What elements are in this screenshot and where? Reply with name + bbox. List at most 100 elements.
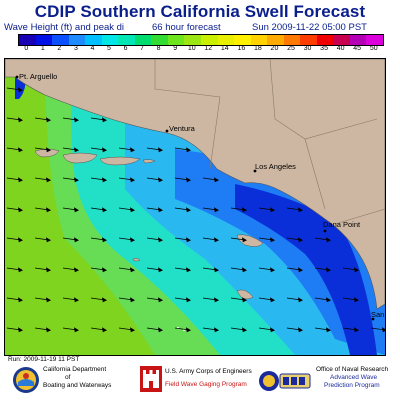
swell-arrow-head — [18, 267, 23, 273]
swell-arrow-head — [158, 207, 163, 213]
calif-dbw-seal-icon — [13, 367, 39, 393]
swell-arrow-head — [326, 267, 331, 273]
scale-swatch — [151, 35, 168, 45]
scale-swatch — [267, 35, 284, 45]
scale-label: 18 — [254, 45, 262, 52]
onr-awpp-emblem-icon — [259, 371, 311, 391]
swell-arrow-head — [102, 297, 107, 303]
catalina-island — [236, 234, 264, 247]
swell-arrow-head — [270, 297, 275, 303]
swell-arrow-head — [326, 327, 331, 333]
city-dot-san-diego — [371, 317, 375, 321]
swell-arrow-head — [18, 207, 23, 213]
scale-label: 8 — [156, 45, 161, 52]
city-dot-dana-point — [323, 229, 327, 233]
swell-arrow-head — [46, 147, 51, 153]
map-title: CDIP Southern California Swell Forecast — [34, 2, 366, 21]
scale-swatch — [217, 35, 235, 45]
forecast-hour-label: 66 hour forecast — [152, 22, 221, 33]
swell-arrow-head — [102, 207, 107, 213]
scale-label: 35 — [320, 45, 328, 52]
scale-swatch — [85, 35, 102, 45]
model-run-time: Run: 2009-11-19 11 PST — [8, 356, 80, 363]
swell-arrow-head — [186, 327, 191, 333]
county-boundary-south — [334, 208, 385, 225]
swell-arrow-head — [214, 237, 219, 243]
army-corps-line1: U.S. Army Corps of Engineers — [165, 368, 252, 375]
swell-arrow-head — [74, 117, 79, 123]
place-label-ventura: Ventura — [169, 124, 196, 133]
swell-arrow-head — [18, 297, 23, 303]
swell-arrow-head — [158, 297, 163, 303]
swell-arrow-head — [130, 177, 135, 183]
swell-arrow-head — [270, 207, 275, 213]
swell-arrow-head — [102, 147, 107, 153]
county-boundary-east — [304, 138, 326, 210]
scale-label: 50 — [369, 45, 378, 52]
swell-arrow-head — [186, 207, 191, 213]
swell-arrow-head — [46, 267, 51, 273]
santa-barbara-island — [132, 257, 141, 262]
swell-arrow-head — [298, 207, 303, 213]
scale-swatch — [349, 35, 367, 45]
swell-arrow-head — [298, 327, 303, 333]
onr-line2: Advanced Wave — [330, 374, 378, 381]
swell-arrow-head — [326, 297, 331, 303]
calif-dbw-logo-block: California Department of Boating and Wat… — [12, 364, 111, 398]
swell-arrow-head — [298, 297, 303, 303]
county-boundary-north — [269, 59, 378, 140]
swell-arrow-head — [298, 267, 303, 273]
scale-label: 14 — [220, 45, 229, 52]
scale-swatch — [52, 35, 69, 45]
swell-arrow-head — [74, 267, 79, 273]
scale-swatch — [184, 35, 202, 45]
scale-label: 5 — [107, 45, 111, 52]
swell-arrow-head — [214, 267, 219, 273]
swell-arrow-head — [130, 327, 135, 333]
swell-arrow-head — [242, 267, 247, 273]
army-corps-castle-icon — [140, 366, 162, 392]
swell-arrow-head — [18, 117, 23, 123]
swell-arrow-head — [354, 297, 359, 303]
scale-swatch — [68, 35, 86, 45]
swell-arrow-head — [18, 177, 23, 183]
scale-swatch — [35, 35, 53, 45]
swell-arrow-head — [354, 267, 359, 273]
swell-arrow-head — [186, 297, 191, 303]
swell-direction-arrows — [6, 87, 385, 333]
scale-swatch — [167, 35, 185, 45]
swell-arrow-head — [102, 267, 107, 273]
scale-swatch — [250, 35, 268, 45]
swell-arrow-head — [74, 207, 79, 213]
swell-arrow-head — [158, 267, 163, 273]
swell-arrow-head — [158, 327, 163, 333]
city-dot-ventura — [165, 129, 169, 133]
swell-arrow-head — [242, 297, 247, 303]
swell-arrow-head — [186, 267, 191, 273]
army-corps-line2: Field Wave Gaging Program — [165, 381, 247, 388]
swell-arrow-head — [46, 207, 51, 213]
scale-swatch — [333, 35, 350, 45]
swell-arrow-head — [242, 207, 247, 213]
swell-arrow-head — [46, 237, 51, 243]
scale-label: 1 — [40, 45, 45, 52]
swell-forecast-map: Pt. Arguello Ventura Los Angeles Dana Po… — [4, 58, 386, 356]
swell-arrow-head — [186, 177, 191, 183]
swell-arrow-head — [158, 237, 163, 243]
onr-line3: Prediction Program — [324, 382, 380, 389]
scale-label: 9 — [173, 45, 178, 52]
scale-label: 16 — [237, 45, 246, 52]
swell-arrow-head — [354, 327, 359, 333]
scale-label: 3 — [73, 45, 78, 52]
scale-swatch — [201, 35, 218, 45]
swell-arrow-head — [102, 177, 107, 183]
forecast-header: Wave Height (ft) and peak di 66 hour for… — [4, 22, 396, 34]
swell-arrow-head — [214, 327, 219, 333]
swell-arrow-head — [326, 237, 331, 243]
scale-swatch — [118, 35, 135, 45]
swell-arrow-head — [298, 237, 303, 243]
swell-arrow-head — [102, 117, 107, 123]
swell-arrow-head — [214, 207, 219, 213]
place-label-dana-point: Dana Point — [323, 220, 361, 229]
wave-height-scale-labels: 0 1 2 3 4 5 6 7 8 9 10 12 14 16 18 20 25 30 35 40 45 50 — [18, 45, 382, 54]
